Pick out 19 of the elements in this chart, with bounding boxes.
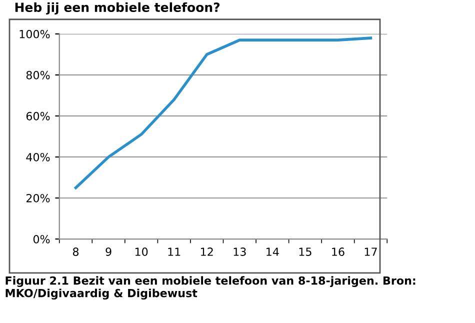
x-tick-label: 12 bbox=[201, 248, 213, 256]
x-tick-label: 15 bbox=[299, 248, 312, 256]
y-tick-label: 40% bbox=[26, 152, 50, 162]
x-tick-label: 9 bbox=[106, 248, 112, 256]
y-tick-label: 60% bbox=[26, 112, 50, 120]
chart-title: Heb jij een mobiele telefoon? bbox=[15, 2, 220, 15]
x-tick-label: 17 bbox=[364, 248, 377, 256]
text: Figuur 2.1 Bezit van een mobiele telefoon van 8-18-jarigen. Bron: MKO/Digivaardig & Digibewust bbox=[6, 276, 416, 300]
line-series bbox=[74, 36, 372, 190]
y-tick-label: 100% bbox=[20, 30, 50, 38]
x-tick-label: 8 bbox=[72, 248, 79, 256]
x-tick-label: 13 bbox=[234, 248, 246, 256]
y-tick-label: 0% bbox=[33, 234, 50, 244]
y-tick-label: 20% bbox=[26, 194, 50, 202]
y-tick-label: 80% bbox=[26, 70, 50, 80]
x-tick-label: 10 bbox=[135, 248, 148, 256]
x-tick-label: 16 bbox=[332, 248, 344, 256]
x-tick-label: 11 bbox=[168, 248, 180, 256]
x-tick-label: 14 bbox=[266, 248, 279, 256]
